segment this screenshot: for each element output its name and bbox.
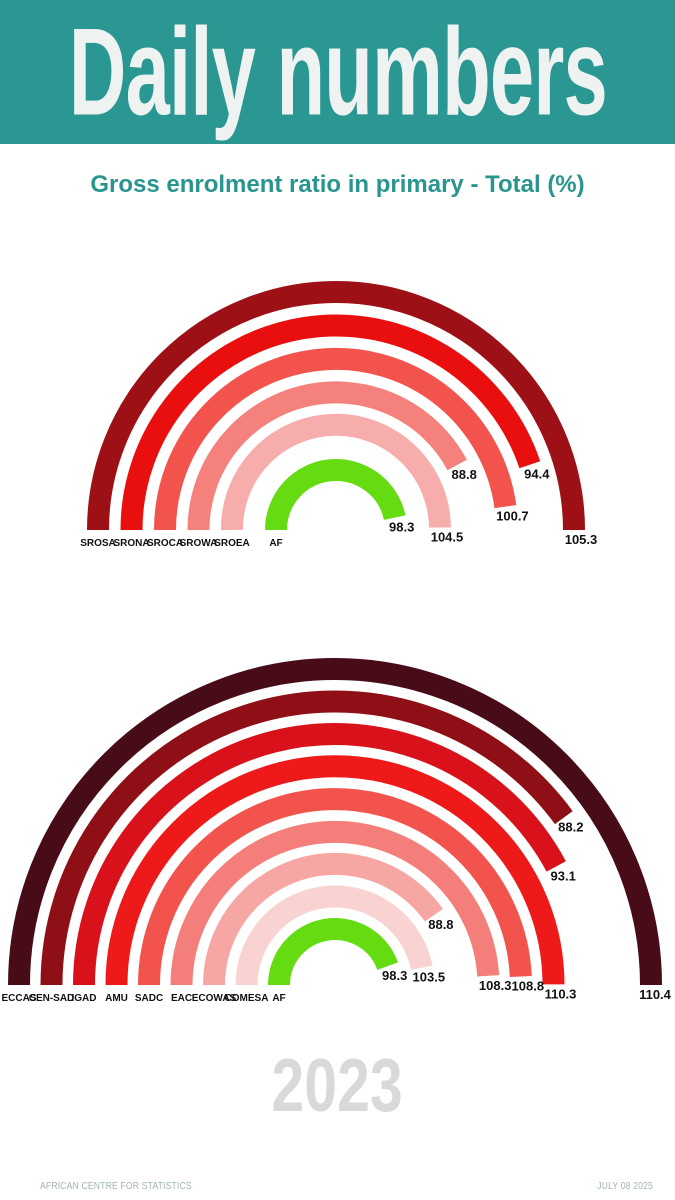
category-label-ecowas: ECOWAS: [192, 993, 237, 1004]
arc-ecowas: [203, 852, 443, 986]
arc-af: [268, 918, 399, 986]
category-label-srona: SRONA: [113, 538, 149, 549]
category-label-amu: AMU: [105, 993, 128, 1004]
category-label-srowa: SROWA: [180, 538, 218, 549]
arc-eac: [170, 820, 500, 986]
page-title-text: Daily numbers: [68, 2, 607, 142]
value-label-amu: 110.3: [545, 986, 577, 1001]
category-label-af: AF: [272, 993, 285, 1004]
category-label-sroca: SROCA: [147, 538, 183, 549]
year-label-text: 2023: [271, 1044, 404, 1128]
value-label-af: 98.3: [382, 968, 407, 983]
chart-subtitle: Gross enrolment ratio in primary - Total…: [90, 171, 585, 198]
arc-sroea: [220, 413, 451, 531]
category-label-srosa: SROSA: [80, 538, 116, 549]
arc-srosa: [87, 281, 585, 531]
arc-amu: [105, 755, 565, 986]
category-label-sadc: SADC: [135, 993, 163, 1004]
page-title: Daily numbers: [0, 10, 675, 134]
category-label-eac: EAC: [171, 993, 192, 1004]
arc-sadc: [138, 788, 532, 986]
arc-cen-sad: [40, 690, 573, 986]
arc-comesa: [235, 885, 433, 986]
value-label-eccas: 110.4: [639, 987, 672, 1002]
footer-date: JULY 08 2025: [597, 1180, 653, 1192]
value-label-srona: 94.4: [524, 467, 550, 482]
value-label-sadc: 108.8: [512, 979, 545, 994]
category-label-af: AF: [269, 538, 282, 549]
category-label-eccas: ECCAS: [1, 993, 36, 1004]
value-label-srosa: 105.3: [565, 532, 598, 547]
value-label-cen-sad: 88.2: [558, 820, 583, 835]
footer-org-name: AFRICAN CENTRE FOR STATISTICS: [40, 1180, 192, 1192]
value-label-sroea: 104.5: [431, 530, 464, 545]
category-label-igad: IGAD: [72, 993, 97, 1004]
category-label-sroea: SROEA: [214, 538, 250, 549]
footer: AFRICAN CENTRE FOR STATISTICS JULY 08 20…: [0, 1180, 675, 1192]
arc-srowa: [187, 381, 467, 531]
arc-eccas: [8, 658, 662, 986]
value-label-eac: 108.3: [479, 978, 512, 993]
arc-af: [265, 459, 406, 531]
value-label-af: 98.3: [389, 520, 414, 535]
arc-srona: [120, 314, 541, 531]
bottom-chart: 110.4 ECCAS 88.2 CEN-SAD 93.1 IGAD 110.3 AMU 108…: [1, 658, 672, 1004]
year-label: 2023: [0, 1044, 675, 1128]
top-chart: 105.3 SROSA 94.4 SRONA 100.7 SROCA 88.8 SROWA 10…: [80, 281, 598, 549]
value-label-sroca: 100.7: [496, 509, 529, 524]
arc-igad: [73, 723, 566, 986]
category-label-cen-sad: CEN-SAD: [29, 993, 75, 1004]
value-label-igad: 93.1: [551, 868, 576, 883]
value-label-ecowas: 88.8: [428, 917, 453, 932]
arc-sroca: [154, 347, 517, 531]
value-label-comesa: 103.5: [413, 970, 446, 985]
value-label-srowa: 88.8: [452, 467, 477, 482]
header-band: Daily numbers: [0, 0, 675, 144]
category-label-comesa: COMESA: [225, 993, 269, 1004]
